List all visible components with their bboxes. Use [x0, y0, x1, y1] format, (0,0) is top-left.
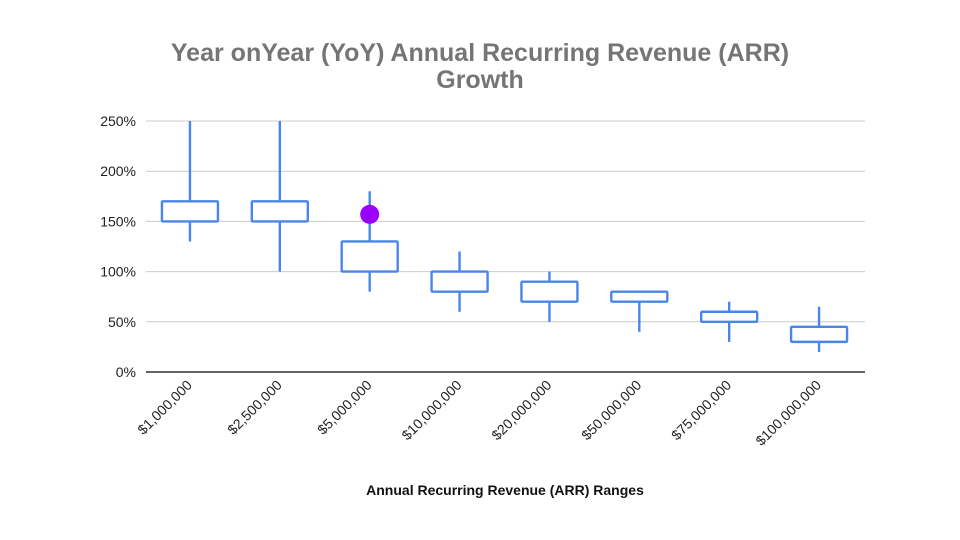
x-tick-label: $75,000,000: [668, 377, 735, 444]
x-tick-label: $5,000,000: [314, 377, 375, 438]
box-group: [160, 121, 220, 242]
box-group: [610, 290, 669, 332]
y-tick-label: 0%: [116, 364, 136, 380]
y-tick-label: 200%: [100, 163, 136, 179]
box-group: [699, 301, 759, 342]
box-group: [430, 251, 489, 312]
y-tick-label: 100%: [100, 264, 136, 280]
x-tick-label: $20,000,000: [488, 377, 555, 444]
y-tick-label: 50%: [108, 314, 136, 330]
box-group: [520, 271, 579, 322]
chart-title-line-2: Growth: [436, 66, 524, 94]
box: [340, 240, 399, 273]
x-axis-tick-labels: $1,000,000 $2,500,000 $5,000,000 $10,000,00…: [134, 377, 824, 449]
y-tick-label: 150%: [100, 213, 136, 229]
highlighted-point: [360, 204, 380, 224]
gridlines: [146, 120, 865, 373]
box: [699, 310, 759, 324]
x-tick-label: $1,000,000: [134, 377, 195, 438]
box: [610, 290, 669, 303]
x-tick-label: $10,000,000: [398, 377, 465, 444]
box: [430, 270, 489, 293]
box: [789, 325, 849, 344]
box: [160, 200, 220, 223]
box-group: [250, 121, 310, 272]
box-group: [789, 306, 849, 352]
y-tick-label: 250%: [100, 113, 136, 129]
x-axis-title: Annual Recurring Revenue (ARR) Ranges: [366, 482, 644, 498]
box: [520, 280, 579, 303]
chart-title: Year onYear (YoY) Annual Recurring Reven…: [0, 40, 960, 94]
x-tick-label: $100,000,000: [752, 377, 824, 449]
box-plot-series: [160, 121, 849, 352]
x-tick-label: $50,000,000: [578, 377, 645, 444]
x-tick-label: $2,500,000: [224, 377, 285, 438]
y-axis-tick-labels: 0% 50% 100% 150% 200% 250%: [100, 113, 136, 380]
box: [250, 200, 310, 223]
chart-title-line-1: Year onYear (YoY) Annual Recurring Reven…: [170, 39, 790, 67]
